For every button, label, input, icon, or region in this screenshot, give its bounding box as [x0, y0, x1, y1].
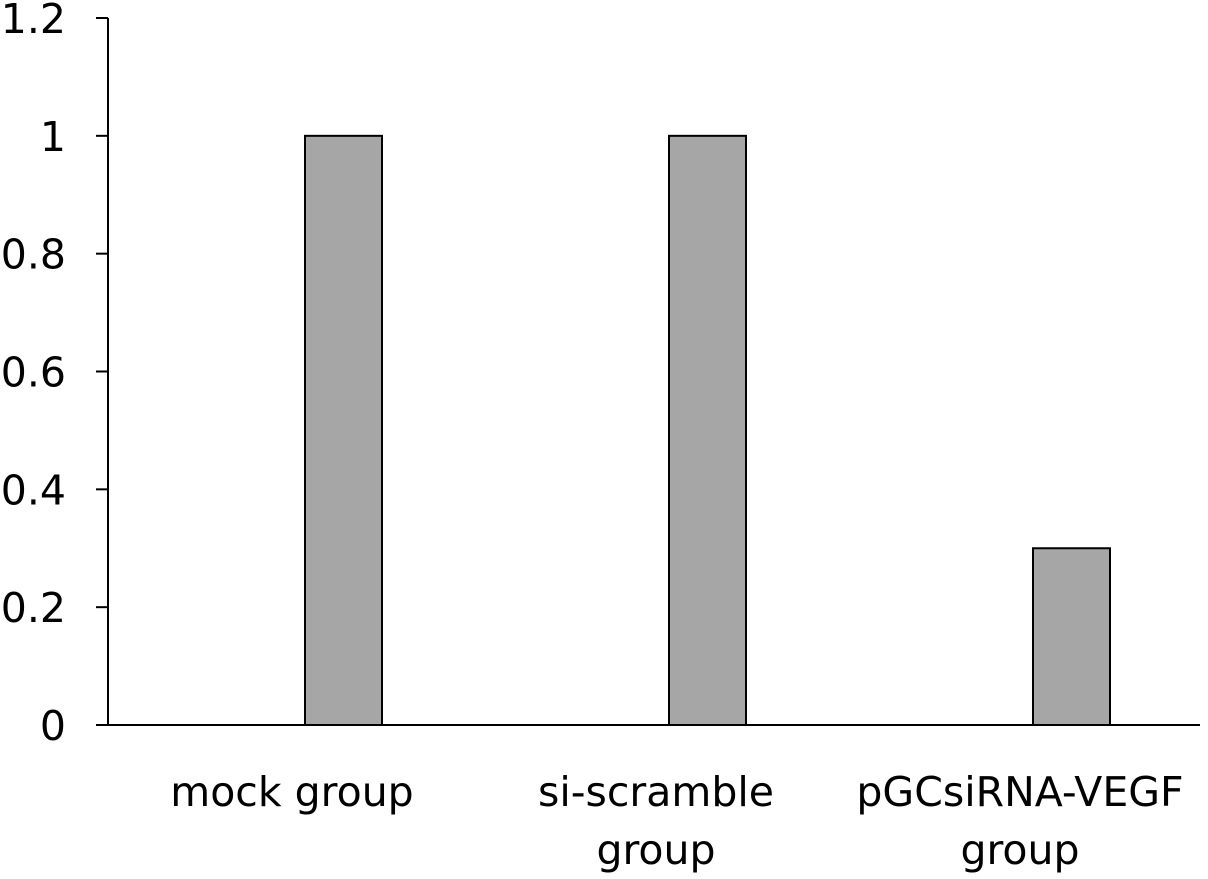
y-tick-label: 0.6 — [1, 349, 66, 397]
category-label-line: group — [596, 826, 715, 874]
category-label-2: si-scramble group — [538, 768, 774, 874]
y-tick-label: 0 — [40, 702, 66, 750]
bar-2 — [668, 134, 747, 727]
category-label-line: mock group — [170, 768, 413, 816]
bars — [304, 134, 1111, 727]
axes — [96, 17, 1200, 726]
category-label-1: mock group — [170, 768, 413, 816]
category-labels: mock group si-scramble group pGCsiRNA-VEGF g… — [170, 768, 1183, 874]
category-label-3: pGCsiRNA-VEGF group — [856, 768, 1183, 874]
y-tick-label: 0.2 — [1, 584, 66, 632]
bar-1 — [304, 134, 383, 727]
category-label-line: pGCsiRNA-VEGF — [856, 768, 1183, 816]
category-label-line: group — [960, 826, 1079, 874]
bar-3 — [1032, 547, 1111, 726]
y-tick-label: 0.8 — [1, 231, 66, 279]
y-tick-label: 1.2 — [1, 0, 66, 43]
y-tick-label: 0.4 — [1, 466, 66, 514]
category-label-line: si-scramble — [538, 768, 774, 816]
y-tick-label: 1 — [40, 113, 66, 161]
y-tick-labels: 0 0.2 0.4 0.6 0.8 1 1.2 — [1, 0, 66, 750]
